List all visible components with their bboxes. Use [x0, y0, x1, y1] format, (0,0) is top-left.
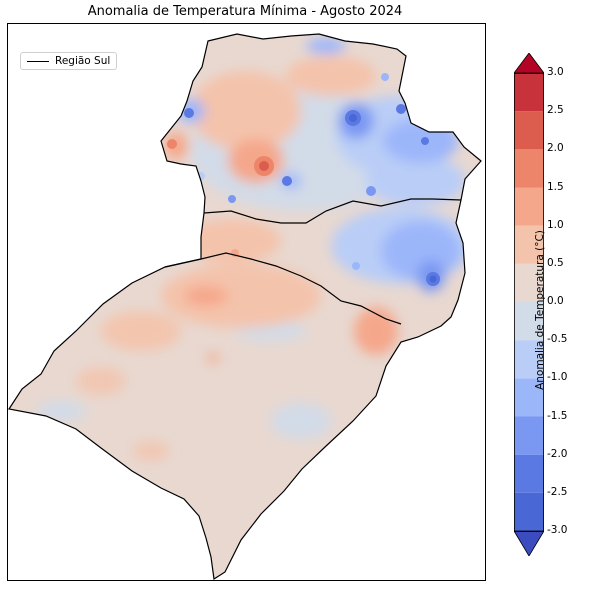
- colorbar-level-1: [514, 454, 544, 493]
- colorbar-tick-label: -1.5: [547, 409, 568, 422]
- colorbar-tick-label: -1.0: [547, 371, 568, 384]
- legend-label-regiao-sul: Região Sul: [55, 55, 111, 67]
- colorbar-tick-label: 0.0: [547, 295, 564, 307]
- colorbar-level-6: [514, 263, 544, 302]
- colorbar-tick-label: -2.5: [547, 485, 568, 498]
- border-sc-rs: [164, 252, 402, 325]
- colorbar-level-4: [514, 340, 544, 379]
- colorbar-level-10: [514, 111, 544, 150]
- colorbar-level-9: [514, 149, 544, 188]
- colorbar-level-11: [514, 73, 544, 112]
- colorbar-tick-label: -2.0: [547, 447, 568, 460]
- colorbar-tick-label: 2.0: [547, 142, 564, 155]
- colorbar-tick-label: 1.0: [547, 218, 564, 231]
- colorbar-tick-label: -3.0: [547, 524, 568, 536]
- colorbar-tick-label: 2.5: [547, 104, 564, 117]
- colorbar-level-2: [514, 416, 544, 455]
- colorbar-level-5: [514, 302, 544, 341]
- colorbar-level-3: [514, 378, 544, 417]
- map-legend: Região Sul: [20, 52, 118, 70]
- colorbar-level-7: [514, 225, 544, 264]
- region-outline: [8, 33, 482, 580]
- colorbar-extend-max: [514, 53, 544, 74]
- colorbar-tick-label: 0.5: [547, 256, 564, 269]
- border-pr-sc: [203, 198, 462, 224]
- map-svg: [8, 33, 482, 580]
- colorbar: [514, 53, 544, 556]
- colorbar-title: Anomalia de Temperatura (°C): [534, 230, 546, 390]
- colorbar-level-8: [514, 187, 544, 226]
- colorbar-tick-label: 1.5: [547, 180, 564, 193]
- anomaly-field: [9, 34, 481, 579]
- map-area: Região Sul: [7, 23, 486, 581]
- colorbar-extend-min: [514, 530, 544, 556]
- chart-title: Anomalia de Temperatura Mínima - Agosto …: [87, 4, 403, 19]
- colorbar-level-0: [514, 492, 544, 531]
- colorbar-border: [514, 73, 544, 532]
- colorbar-tick-label: 3.0: [547, 66, 564, 78]
- legend-line-swatch: [27, 60, 49, 62]
- colorbar-tick-label: -0.5: [547, 333, 568, 346]
